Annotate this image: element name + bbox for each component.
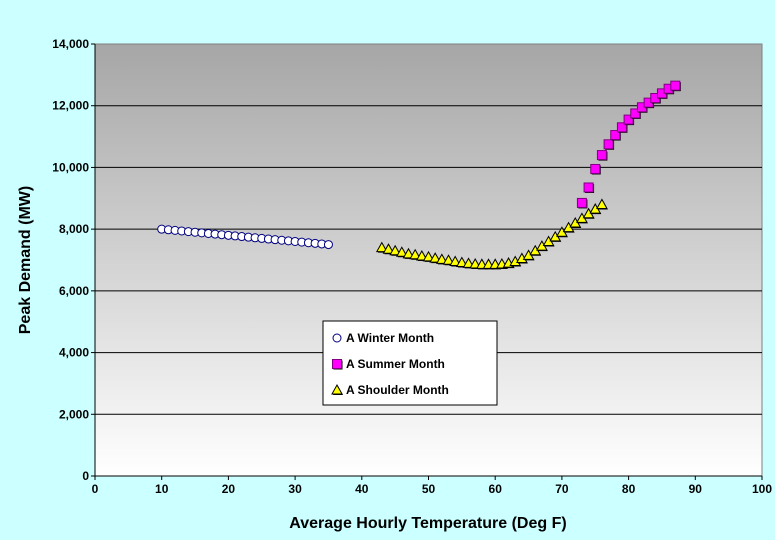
triangle-point xyxy=(442,254,455,265)
triangle-point xyxy=(409,248,422,260)
square-point xyxy=(616,122,627,133)
triangle-point xyxy=(422,250,435,262)
square-point xyxy=(596,150,607,161)
square-point xyxy=(610,130,621,141)
legend-marker-triangle xyxy=(331,383,343,395)
triangle-point xyxy=(389,244,401,256)
y-tick-label: 2,000 xyxy=(59,407,89,421)
y-tick-label: 6,000 xyxy=(59,284,89,298)
square-point xyxy=(623,114,634,125)
axes xyxy=(91,43,763,480)
triangle-point xyxy=(462,257,475,268)
triangle-point xyxy=(375,241,388,253)
x-tick-label: 20 xyxy=(222,482,236,496)
y-tick-labels: 0 2,000 4,000 6,000 8,000 10,000 12,000 14,000 xyxy=(52,37,89,483)
series-circle xyxy=(157,224,333,250)
square-point xyxy=(583,182,594,193)
x-tick-label: 30 xyxy=(288,482,302,496)
x-tick-label: 70 xyxy=(555,482,569,496)
triangle-point xyxy=(435,253,448,264)
circle-point xyxy=(323,240,333,250)
series-square xyxy=(576,80,681,209)
square-point xyxy=(603,139,614,150)
y-tick-label: 14,000 xyxy=(52,37,89,51)
square-point xyxy=(630,108,641,119)
y-tick-label: 0 xyxy=(82,469,89,483)
x-axis-title: Average Hourly Temperature (Deg F) xyxy=(289,515,566,532)
x-tick-label: 100 xyxy=(752,482,772,496)
y-tick-label: 12,000 xyxy=(52,99,89,113)
triangle-point xyxy=(596,198,608,209)
square-point xyxy=(670,80,681,91)
legend: A Winter Month A Summer Month A Shoulder M… xyxy=(322,320,498,406)
square-point xyxy=(576,197,587,208)
triangle-point xyxy=(395,246,408,257)
legend-label: A Shoulder Month xyxy=(346,383,449,397)
x-tick-label: 10 xyxy=(155,482,169,496)
y-tick-label: 10,000 xyxy=(52,160,89,174)
y-tick-label: 8,000 xyxy=(59,222,89,236)
triangle-point xyxy=(382,243,395,254)
y-axis-title: Peak Demand (MW) xyxy=(17,186,34,334)
triangle-point xyxy=(469,257,482,269)
x-tick-label: 80 xyxy=(622,482,636,496)
square-point xyxy=(590,163,601,174)
x-tick-label: 50 xyxy=(422,482,436,496)
y-tick-label: 4,000 xyxy=(59,346,89,360)
x-tick-label: 60 xyxy=(489,482,503,496)
triangle-point xyxy=(402,247,415,259)
legend-label: A Summer Month xyxy=(346,357,445,371)
x-tick-label: 90 xyxy=(689,482,703,496)
x-tick-label: 40 xyxy=(355,482,369,496)
legend-label: A Winter Month xyxy=(346,331,434,345)
x-tick-labels: 0 10 20 30 40 50 60 70 80 90 100 xyxy=(92,482,773,496)
triangle-point xyxy=(449,255,462,267)
x-tick-label: 0 xyxy=(92,482,99,496)
legend-marker-circle xyxy=(332,333,342,343)
triangle-point xyxy=(456,256,468,267)
legend-box xyxy=(322,320,498,406)
legend-marker-square xyxy=(332,359,342,369)
data-series xyxy=(157,80,681,270)
triangle-point xyxy=(415,249,428,261)
triangle-point xyxy=(429,252,442,263)
series-triangle xyxy=(375,198,608,270)
